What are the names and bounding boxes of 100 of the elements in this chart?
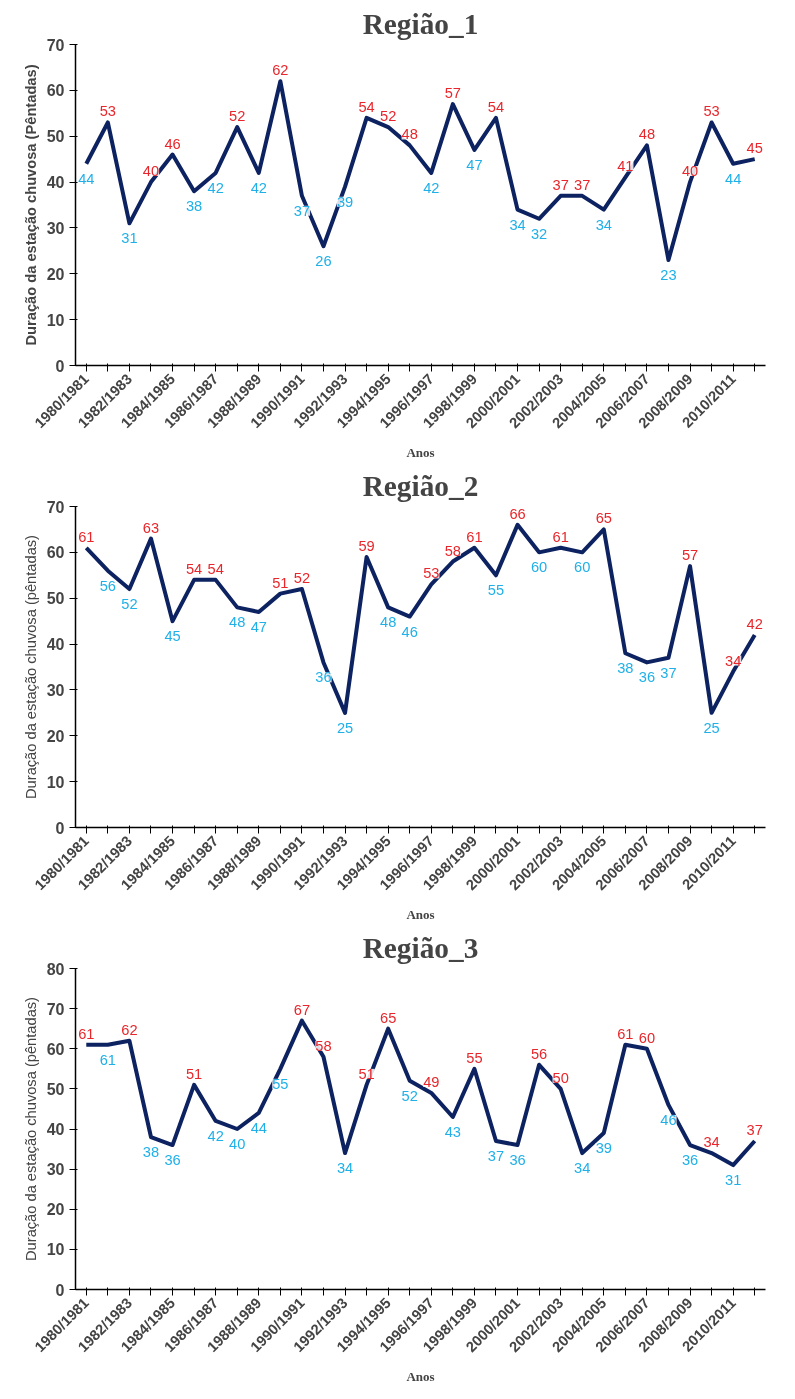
- data-label: 34: [509, 216, 526, 233]
- data-label: 52: [229, 108, 246, 125]
- data-label: 60: [638, 1029, 656, 1046]
- data-label: 54: [185, 560, 203, 577]
- y-tick-label: 40: [46, 174, 65, 192]
- data-label: 39: [336, 193, 354, 210]
- y-tick-label: 50: [46, 128, 65, 146]
- data-label: 65: [595, 510, 612, 527]
- data-label: 47: [250, 618, 267, 635]
- y-tick-label: 0: [55, 1281, 65, 1299]
- data-label: 34: [703, 1134, 720, 1151]
- data-label: 31: [121, 230, 138, 247]
- data-label: 40: [142, 163, 160, 180]
- y-tick-label: 20: [46, 727, 65, 745]
- data-label: 51: [272, 574, 289, 591]
- data-label: 23: [660, 267, 677, 284]
- data-label: 44: [725, 170, 742, 187]
- data-label: 34: [336, 1160, 354, 1177]
- data-label: 49: [423, 1073, 440, 1090]
- data-label: 46: [401, 623, 418, 640]
- data-label: 48: [401, 126, 418, 143]
- chart-title: Região_3: [362, 931, 479, 964]
- data-label: 34: [725, 652, 742, 669]
- data-label: 41: [617, 158, 634, 175]
- data-label: 44: [78, 170, 95, 187]
- data-label: 54: [487, 98, 505, 115]
- data-label: 36: [638, 669, 656, 686]
- y-tick-label: 30: [46, 219, 65, 237]
- y-axis-title: Duração da estação chuvosa (pêntadas): [22, 535, 39, 799]
- chart-title: Região_1: [362, 7, 479, 40]
- data-label: 37: [552, 176, 569, 193]
- data-label: 55: [487, 582, 505, 599]
- y-tick-label: 50: [46, 590, 65, 608]
- data-label: 53: [703, 103, 720, 120]
- x-axis-title: Anos: [406, 1368, 435, 1384]
- data-label: 46: [164, 135, 181, 152]
- data-label: 36: [681, 1152, 699, 1169]
- data-label: 63: [142, 519, 160, 536]
- data-label: 39: [595, 1140, 612, 1157]
- y-tick-label: 10: [46, 1241, 65, 1259]
- data-label: 65: [380, 1009, 397, 1026]
- y-tick-label: 80: [46, 960, 65, 978]
- data-label: 40: [229, 1136, 246, 1152]
- data-label: 55: [272, 1075, 289, 1092]
- y-tick-label: 60: [46, 1040, 65, 1058]
- data-label: 38: [142, 1144, 160, 1161]
- data-label: 61: [78, 528, 95, 545]
- data-label: 62: [121, 1021, 138, 1038]
- data-label: 56: [99, 577, 117, 594]
- data-label: 37: [746, 1122, 763, 1139]
- data-label: 53: [423, 565, 440, 582]
- data-label: 36: [509, 1152, 526, 1169]
- y-tick-label: 40: [46, 636, 65, 654]
- data-label: 52: [293, 570, 311, 587]
- y-tick-label: 30: [46, 1161, 65, 1179]
- chart-title: Região_2: [362, 469, 479, 502]
- data-label: 38: [617, 660, 634, 677]
- data-label: 34: [574, 1160, 591, 1177]
- data-label: 42: [746, 615, 763, 632]
- data-label: 61: [99, 1051, 117, 1068]
- y-tick-label: 60: [46, 82, 65, 100]
- y-tick-label: 10: [46, 311, 65, 329]
- data-label: 45: [164, 628, 181, 645]
- data-label: 52: [121, 596, 138, 613]
- data-label: 47: [466, 156, 483, 173]
- data-label: 57: [444, 85, 462, 102]
- data-label: 36: [164, 1152, 181, 1169]
- data-label: 36: [315, 669, 332, 686]
- y-tick-label: 60: [46, 544, 65, 562]
- data-label: 46: [660, 1111, 677, 1128]
- data-label: 45: [746, 140, 763, 157]
- data-label: 25: [703, 719, 720, 736]
- y-tick-label: 40: [46, 1121, 65, 1138]
- data-label: 62: [272, 62, 289, 79]
- y-tick-label: 50: [46, 1080, 65, 1098]
- data-label: 58: [444, 542, 462, 559]
- y-axis-title: Duração da estação chuvosa (Pêntadas): [22, 64, 39, 346]
- data-label: 52: [380, 108, 397, 125]
- data-label: 42: [207, 1127, 224, 1144]
- data-label: 42: [423, 179, 440, 196]
- data-label: 67: [293, 1001, 311, 1018]
- data-label: 56: [530, 1045, 548, 1062]
- data-label: 42: [207, 179, 224, 196]
- data-label: 37: [487, 1148, 505, 1165]
- data-label: 48: [638, 126, 656, 143]
- y-tick-label: 20: [46, 265, 65, 283]
- data-label: 44: [250, 1119, 267, 1136]
- y-tick-label: 20: [46, 1201, 65, 1219]
- y-tick-label: 70: [46, 36, 65, 54]
- data-label: 54: [207, 560, 224, 577]
- y-tick-label: 70: [46, 498, 65, 516]
- data-label: 25: [336, 719, 354, 736]
- data-label: 57: [681, 547, 699, 564]
- data-label: 48: [380, 614, 397, 631]
- data-label: 51: [358, 1065, 375, 1082]
- data-label: 61: [466, 528, 483, 545]
- data-label: 53: [99, 103, 117, 120]
- x-axis-title: Anos: [406, 444, 435, 460]
- y-tick-label: 30: [46, 681, 65, 699]
- data-label: 37: [574, 176, 591, 193]
